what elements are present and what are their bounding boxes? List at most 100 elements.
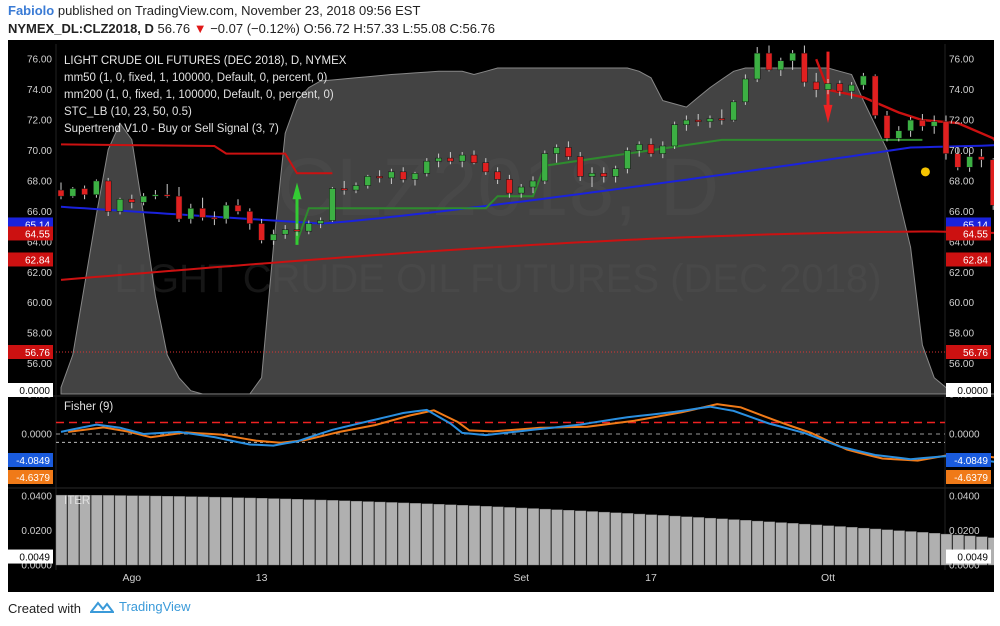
iter-bar [433,504,445,566]
iter-bar [173,496,186,566]
candle-body [211,217,218,220]
iter-bar [527,508,540,566]
iter-bar [268,498,280,566]
published-text: published on TradingView.com, November 2… [57,3,421,18]
iter-bar [150,495,162,566]
iter-bar [315,499,327,566]
fisher-badge-blue-bg [8,453,53,467]
candle-body [411,173,419,180]
supertrend-down-line [60,143,333,175]
candle-body [152,194,159,197]
candle-body [222,205,230,220]
last-price-badge: 56.76 [8,345,53,359]
candle-body [647,144,655,154]
candle-body [93,180,100,195]
iter-bar [681,516,693,566]
mm200-price-badge-bg [8,226,53,241]
y-tick-label: 70.00 [27,146,52,157]
symbol-label: NYMEX_DL:CLZ2018, D [8,21,154,36]
candle-body [742,78,749,103]
candle-body [234,205,242,212]
last-price-badge-bg [8,345,53,359]
supertrend-price-badge-right: 62.84 [946,252,991,267]
candle-body [860,75,867,86]
y-tick-label: 66.00 [949,207,974,218]
supertrend-up-line [296,138,923,243]
iter-bar [280,498,292,566]
iter-bar [102,495,115,566]
tradingview-brand: TradingView [119,599,191,614]
iter-bar [716,518,728,566]
y-tick-label: 66.00 [27,207,52,218]
fisher-title: Fisher (9) [64,401,113,413]
iter-bar [645,514,658,566]
y-tick-label: 76.00 [27,55,52,66]
iter-bar [575,510,587,566]
candle-body [777,60,785,71]
candle-body [435,157,442,162]
candle-body [104,180,112,212]
ohlc-values: O:56.72 H:57.33 L:55.08 C:56.76 [303,21,495,36]
candle-body [824,83,832,90]
x-tick-label: Ago [122,572,141,584]
symbol-line: NYMEX_DL:CLZ2018, D 56.76 ▼ −0.07 (−0.12… [8,21,495,36]
supertrend-price-badge-text: 62.84 [25,255,50,266]
candle-body [458,154,466,162]
candle-body [989,159,994,206]
iter-bar [657,515,669,566]
tradingview-logo-icon [90,600,114,613]
iter-bar [858,527,870,566]
last-price-badge-right-bg [946,345,991,359]
created-with-label: Created with [8,601,81,616]
iter-bar [91,495,103,566]
candle-body [576,156,584,177]
candle-body [954,153,962,168]
chart-footer: Created with TradingView [0,596,1000,626]
iter-bar [610,512,622,566]
candle-body [565,147,572,157]
iter-bar [586,511,599,566]
iter-bar [811,524,823,566]
iter-bar [209,496,221,566]
chart-title: LIGHT CRUDE OIL FUTURES (DEC 2018), D, N… [64,55,347,67]
iter-bar [870,528,882,566]
chart-area[interactable]: CLZ2018, DLIGHT CRUDE OIL FUTURES (DEC 2… [8,40,994,592]
candle-body [258,223,265,241]
candle-body [187,208,195,220]
iter-bar [468,505,481,566]
iter-bar [409,503,422,566]
candle-body [423,160,431,174]
y-tick-label: 62.00 [27,268,52,279]
candle-body [895,130,903,139]
candle-body [81,188,88,195]
iter-bar [492,506,504,566]
candle-body [116,198,124,212]
iter-y-tick: 0.0400 [21,492,52,503]
iter-badge-right-bg [946,549,991,564]
candle-body [57,189,65,197]
fisher-badge-orange-bg [8,470,53,484]
price-change: −0.07 (−0.12%) [210,21,300,36]
iter-badge-right: 0.0049 [946,549,991,564]
candle-body [694,119,702,122]
candle-body [765,52,773,71]
candle-body [447,157,454,162]
last-price: 56.76 [157,21,191,36]
y-tick-label: 72.00 [949,116,974,127]
author-link[interactable]: Fabiolo [8,3,55,18]
iter-bar [303,499,315,566]
tradingview-link[interactable]: TradingView [90,599,191,614]
iter-bar [79,495,91,566]
chart-header: Fabiolo published on TradingView.com, No… [0,0,1000,40]
candle-body [163,194,171,197]
mm200-price-badge: 64.55 [8,226,53,241]
candle-body [305,223,313,232]
candle-body [399,171,407,180]
iter-bar [516,507,528,566]
candle-body [624,150,631,170]
y-tick-label: 72.00 [27,116,52,127]
y-tick-label: 58.00 [949,329,974,340]
chart-canvas[interactable]: CLZ2018, DLIGHT CRUDE OIL FUTURES (DEC 2… [8,40,994,592]
fisher-badge-orange-text: -4.6379 [16,473,50,484]
y-tick-label: 60.00 [949,298,974,309]
